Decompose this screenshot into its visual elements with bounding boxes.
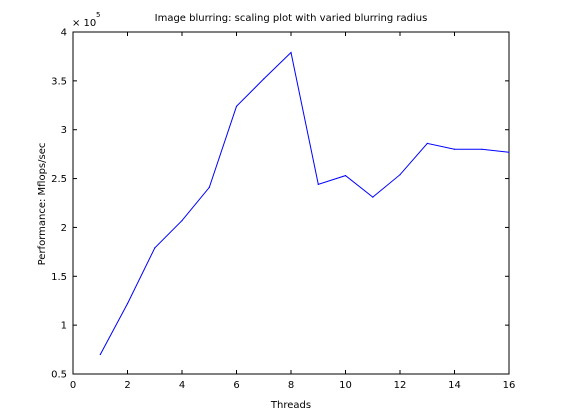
y-axis-multiplier-exponent: 5 [96, 11, 100, 19]
data-point [481, 148, 483, 150]
data-point [344, 175, 347, 177]
data-point [290, 51, 292, 54]
y-tick-label: 2.5 [51, 174, 67, 185]
data-point [181, 220, 183, 222]
x-tick-label: 6 [233, 380, 239, 391]
plot-area [72, 31, 510, 375]
y-tick-label: 3 [61, 125, 67, 136]
y-axis-multiplier: × 10 [72, 18, 96, 29]
data-point [426, 142, 428, 144]
x-tick-label: 0 [70, 380, 76, 391]
data-point [317, 183, 319, 185]
series-line-0 [99, 51, 510, 355]
x-tick-label: 14 [448, 380, 461, 391]
x-tick-label: 4 [179, 380, 185, 391]
y-tick-label: 4 [61, 28, 67, 39]
chart-title: Image blurring: scaling plot with varied… [155, 13, 428, 24]
x-ticks: 0 2 4 6 8 10 12 14 16 [70, 32, 516, 391]
x-tick-label: 12 [394, 380, 407, 391]
y-tick-label: 2 [61, 223, 67, 234]
data-point [235, 105, 238, 107]
data-point [263, 78, 265, 80]
data-point [399, 174, 401, 176]
x-axis-label: Threads [270, 400, 311, 411]
y-tick-label: 1.5 [51, 272, 67, 283]
x-tick-label: 10 [339, 380, 352, 391]
y-tick-label: 1 [61, 321, 67, 332]
x-tick-label: 16 [503, 380, 516, 391]
x-tick-label: 2 [124, 380, 130, 391]
series-layer [99, 51, 510, 356]
data-point [372, 196, 374, 198]
y-tick-label: 3.5 [51, 76, 67, 87]
y-axis-multiplier-base: × 10 [72, 18, 96, 29]
data-point [154, 247, 156, 249]
data-point [208, 186, 210, 188]
data-point [508, 151, 510, 153]
y-axis-label: Performance: Mflops/sec [37, 143, 48, 266]
y-tick-label: 0.5 [51, 370, 67, 381]
data-point [99, 353, 101, 356]
data-point [126, 303, 129, 305]
y-ticks: 0.5 1 1.5 2 2.5 3 3.5 4 [51, 28, 509, 381]
x-tick-label: 8 [288, 380, 294, 391]
data-point [453, 148, 456, 150]
